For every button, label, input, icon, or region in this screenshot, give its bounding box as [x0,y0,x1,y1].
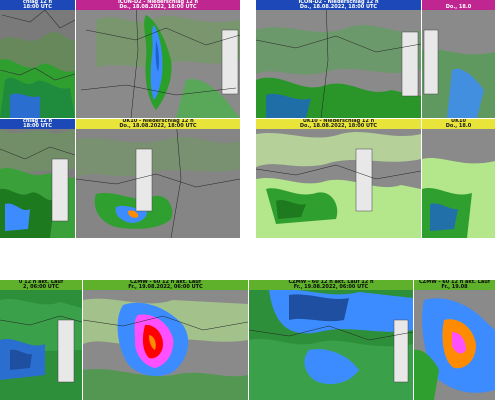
precipitation-map [76,119,240,238]
panel-title: ICON-D2 - Niederschlag 12 h [117,0,199,5]
precipitation-map [0,280,82,400]
panel-header: UK10 - Niederschlag 12 h Do., 18.08.2022… [256,119,421,129]
precipitation-map [422,0,495,118]
map-panel: CZMW - 60 12 h akt. Lauf 12 h Fr., 19.08… [249,280,413,400]
panel-title: UK10 [451,119,466,124]
panel-title: ICON-D2 - Niederschlag 12 h [298,0,379,5]
panel-time: Do., 18.08.2022, 18:00 UTC [299,123,378,129]
map-panel: chlag 12 h 18:00 UTC [0,119,75,238]
map-panel: UK10 Do., 18.0 [422,119,495,238]
panel-time: Fr., 19.08 [441,284,468,290]
precipitation-map [422,119,495,238]
panel-time: Do., 18.08.2022, 18:00 UTC [119,4,197,10]
map-panel: CZMW - 60 12 h akt. Lauf Fr., 19.08.2022… [83,280,248,400]
precipitation-map [76,0,240,118]
panel-title: 0 12 h akt. Lauf [18,280,64,285]
panel-time: Do., 18.08.2022, 18:00 UTC [119,123,197,129]
panel-header: 0 12 h akt. Lauf 2, 06:00 UTC [0,280,82,290]
panel-header: chlag 12 h 18:00 UTC [0,119,75,129]
panel-header: Do., 18.0 [422,0,495,10]
panel-time: Fr., 19.08.2022, 06:00 UTC [293,284,369,290]
panel-title: CZMW - 60 12 h akt. Lauf 12 h [288,280,374,285]
precipitation-map [249,280,413,400]
panel-title: chlag 12 h [22,119,53,124]
map-panel: 0 12 h akt. Lauf 2, 06:00 UTC [0,280,82,400]
map-panel: UK10 - Niederschlag 12 h Do., 18.08.2022… [256,119,421,238]
panel-time: Do., 18.0 [445,123,472,129]
map-panel: UK10 - Niederschlag 12 h Do., 18.08.2022… [76,119,240,238]
panel-title: UK10 - Niederschlag 12 h [122,119,194,124]
panel-header: chlag 12 h 18:00 UTC [0,0,75,10]
panel-header: CZMW - 60 12 h akt. Lauf Fr., 19.08 [414,280,495,290]
map-panel: CZMW - 60 12 h akt. Lauf Fr., 19.08 [414,280,495,400]
map-panel: chlag 12 h 18:00 UTC [0,0,75,118]
panel-time: 18:00 UTC [23,4,52,10]
panel-title: UK10 - Niederschlag 12 h [302,119,375,124]
map-panel: Do., 18.0 [422,0,495,118]
panel-time: Do., 18.0 [445,4,472,10]
precipitation-map [0,119,75,238]
map-panel: ICON-D2 - Niederschlag 12 h Do., 18.08.2… [256,0,421,118]
panel-header: UK10 - Niederschlag 12 h Do., 18.08.2022… [76,119,240,129]
panel-time: 2, 06:00 UTC [23,284,59,290]
panel-title: chlag 12 h [22,0,53,5]
panel-time: Fr., 19.08.2022, 06:00 UTC [128,284,203,290]
panel-time: Do., 18.08.2022, 18:00 UTC [299,4,378,10]
panel-header: CZMW - 60 12 h akt. Lauf Fr., 19.08.2022… [83,280,248,290]
precipitation-map [83,280,248,400]
map-panel: ICON-D2 - Niederschlag 12 h Do., 18.08.2… [76,0,240,118]
panel-time: 18:00 UTC [23,123,52,129]
precipitation-map [256,119,421,238]
precipitation-map [256,0,421,118]
panel-header: UK10 Do., 18.0 [422,119,495,129]
panel-header: CZMW - 60 12 h akt. Lauf 12 h Fr., 19.08… [249,280,413,290]
panel-header: ICON-D2 - Niederschlag 12 h Do., 18.08.2… [76,0,240,10]
panel-title: CZMW - 60 12 h akt. Lauf [129,280,202,285]
panel-title: CZMW - 60 12 h akt. Lauf [418,280,491,285]
panel-header: ICON-D2 - Niederschlag 12 h Do., 18.08.2… [256,0,421,10]
precipitation-map [0,0,75,118]
precipitation-map [414,280,495,400]
